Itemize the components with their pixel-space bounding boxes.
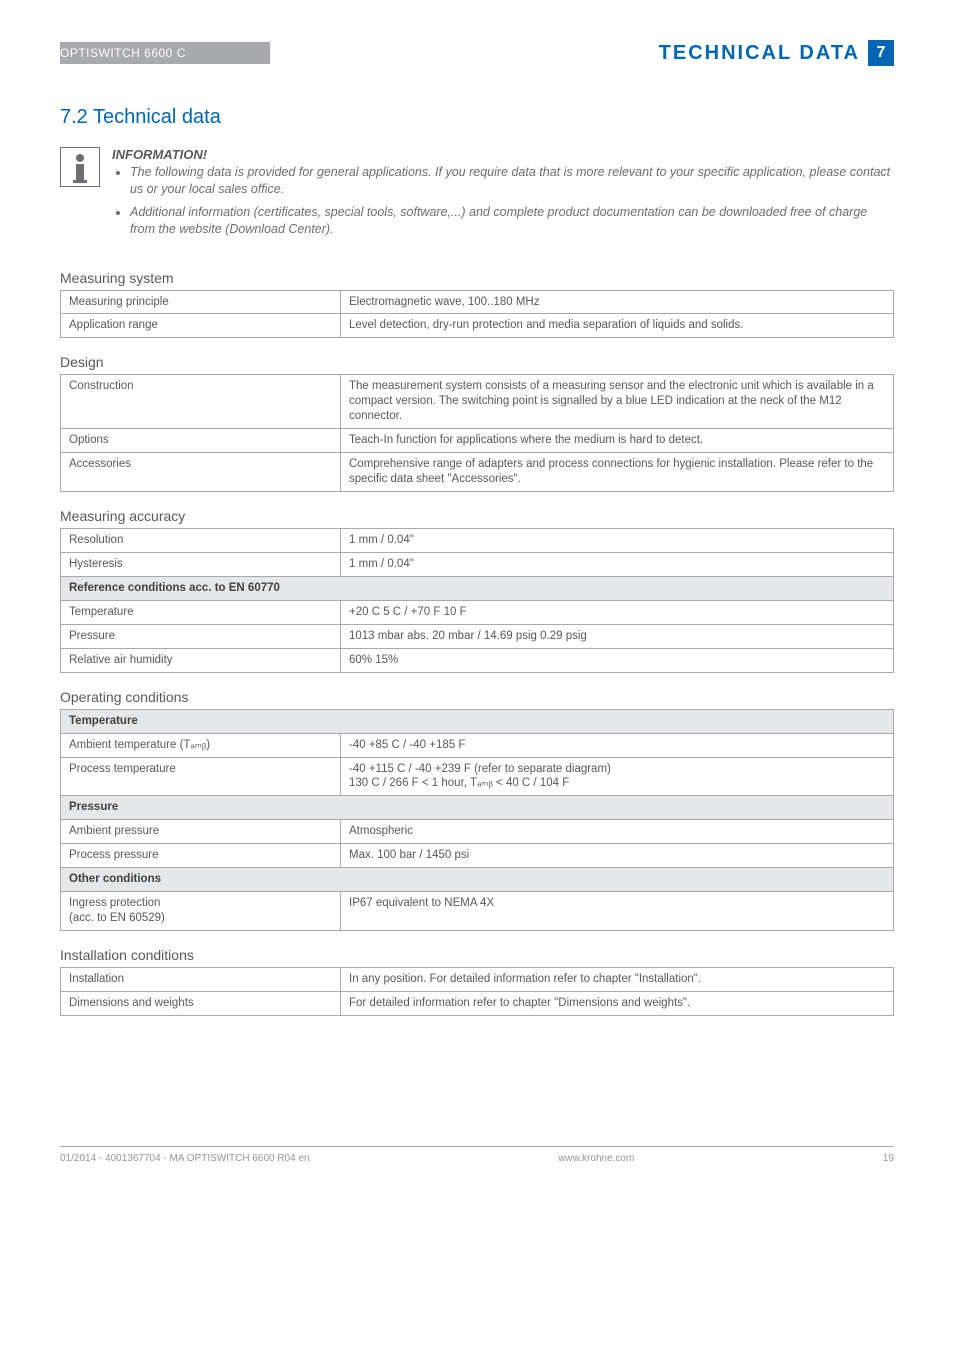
cell: 60% 15% — [341, 648, 894, 672]
cell: -40 +85 C / -40 +185 F — [341, 733, 894, 757]
table-row: Ambient temperature (Tₐₘᵦ)-40 +85 C / -4… — [61, 733, 894, 757]
cell: Installation — [61, 968, 341, 992]
table-title: Operating conditions — [60, 689, 894, 705]
span-header: Temperature — [61, 709, 894, 733]
span-header: Pressure — [61, 796, 894, 820]
cell: Measuring principle — [61, 290, 341, 314]
cell: In any position. For detailed informatio… — [341, 968, 894, 992]
cell: 1 mm / 0.04" — [341, 552, 894, 576]
design-table: ConstructionThe measurement system consi… — [60, 374, 894, 492]
table-row: Hysteresis1 mm / 0.04" — [61, 552, 894, 576]
info-heading: INFORMATION! — [112, 147, 894, 162]
measuring-accuracy-table: Resolution1 mm / 0.04" Hysteresis1 mm / … — [60, 528, 894, 673]
info-text: INFORMATION! The following data is provi… — [112, 147, 894, 244]
cell: Options — [61, 429, 341, 453]
cell: Atmospheric — [341, 820, 894, 844]
span-header: Other conditions — [61, 868, 894, 892]
table-row: Pressure1013 mbar abs. 20 mbar / 14.69 p… — [61, 624, 894, 648]
table-row: Resolution1 mm / 0.04" — [61, 529, 894, 553]
cell: Teach-In function for applications where… — [341, 429, 894, 453]
cell: Level detection, dry-run protection and … — [341, 314, 894, 338]
info-bullet: Additional information (certificates, sp… — [130, 204, 894, 238]
cell: +20 C 5 C / +70 F 10 F — [341, 600, 894, 624]
cell: For detailed information refer to chapte… — [341, 991, 894, 1015]
cell: Process pressure — [61, 844, 341, 868]
page-footer: 01/2014 - 4001367704 - MA OPTISWITCH 660… — [60, 1146, 894, 1164]
table-span-row: Reference conditions acc. to EN 60770 — [61, 576, 894, 600]
table-row: InstallationIn any position. For detaile… — [61, 968, 894, 992]
info-bullet: The following data is provided for gener… — [130, 164, 894, 198]
cell: Accessories — [61, 453, 341, 492]
table-row: Process pressureMax. 100 bar / 1450 psi — [61, 844, 894, 868]
cell: Process temperature — [61, 757, 341, 796]
table-title: Design — [60, 354, 894, 370]
table-row: Temperature+20 C 5 C / +70 F 10 F — [61, 600, 894, 624]
page: OPTISWITCH 6600 C TECHNICAL DATA 7 7.2 T… — [0, 40, 954, 1164]
product-name: OPTISWITCH 6600 C — [60, 46, 186, 60]
cell: Construction — [61, 375, 341, 429]
section-title: 7.2 Technical data — [60, 106, 894, 129]
measuring-system-table: Measuring principleElectromagnetic wave,… — [60, 290, 894, 339]
cell: The measurement system consists of a mea… — [341, 375, 894, 429]
table-title: Installation conditions — [60, 947, 894, 963]
cell: Relative air humidity — [61, 648, 341, 672]
table-span-row: Pressure — [61, 796, 894, 820]
table-row: Ingress protection (acc. to EN 60529)IP6… — [61, 892, 894, 931]
cell: Dimensions and weights — [61, 991, 341, 1015]
cell: Application range — [61, 314, 341, 338]
information-box: INFORMATION! The following data is provi… — [60, 147, 894, 244]
table-row: Measuring principleElectromagnetic wave,… — [61, 290, 894, 314]
cell: IP67 equivalent to NEMA 4X — [341, 892, 894, 931]
cell: 1 mm / 0.04" — [341, 529, 894, 553]
table-row: Ambient pressureAtmospheric — [61, 820, 894, 844]
table-row: ConstructionThe measurement system consi… — [61, 375, 894, 429]
cell: Electromagnetic wave, 100..180 MHz — [341, 290, 894, 314]
cell: -40 +115 C / -40 +239 F (refer to separa… — [341, 757, 894, 796]
table-row: Application rangeLevel detection, dry-ru… — [61, 314, 894, 338]
chapter-badge: 7 — [868, 40, 894, 66]
table-row: AccessoriesComprehensive range of adapte… — [61, 453, 894, 492]
footer-left: 01/2014 - 4001367704 - MA OPTISWITCH 660… — [60, 1153, 310, 1164]
info-bullets: The following data is provided for gener… — [112, 164, 894, 238]
cell: Comprehensive range of adapters and proc… — [341, 453, 894, 492]
cell: Max. 100 bar / 1450 psi — [341, 844, 894, 868]
page-header: OPTISWITCH 6600 C TECHNICAL DATA 7 — [60, 40, 894, 66]
header-right: TECHNICAL DATA 7 — [659, 40, 894, 66]
info-icon — [60, 147, 100, 187]
table-span-row: Other conditions — [61, 868, 894, 892]
table-row: Process temperature-40 +115 C / -40 +239… — [61, 757, 894, 796]
header-title: TECHNICAL DATA — [659, 42, 860, 65]
cell: Pressure — [61, 624, 341, 648]
installation-conditions-table: InstallationIn any position. For detaile… — [60, 967, 894, 1016]
cell: Resolution — [61, 529, 341, 553]
table-row: OptionsTeach-In function for application… — [61, 429, 894, 453]
footer-center: www.krohne.com — [558, 1153, 634, 1164]
cell: Hysteresis — [61, 552, 341, 576]
table-row: Dimensions and weightsFor detailed infor… — [61, 991, 894, 1015]
cell: 1013 mbar abs. 20 mbar / 14.69 psig 0.29… — [341, 624, 894, 648]
footer-right: 19 — [883, 1153, 894, 1164]
operating-conditions-table: Temperature Ambient temperature (Tₐₘᵦ)-4… — [60, 709, 894, 931]
table-title: Measuring accuracy — [60, 508, 894, 524]
table-span-row: Temperature — [61, 709, 894, 733]
cell: Ambient pressure — [61, 820, 341, 844]
product-tag: OPTISWITCH 6600 C — [60, 42, 270, 64]
table-row: Relative air humidity60% 15% — [61, 648, 894, 672]
table-title: Measuring system — [60, 270, 894, 286]
cell: Temperature — [61, 600, 341, 624]
cell: Ambient temperature (Tₐₘᵦ) — [61, 733, 341, 757]
span-header: Reference conditions acc. to EN 60770 — [61, 576, 894, 600]
cell: Ingress protection (acc. to EN 60529) — [61, 892, 341, 931]
